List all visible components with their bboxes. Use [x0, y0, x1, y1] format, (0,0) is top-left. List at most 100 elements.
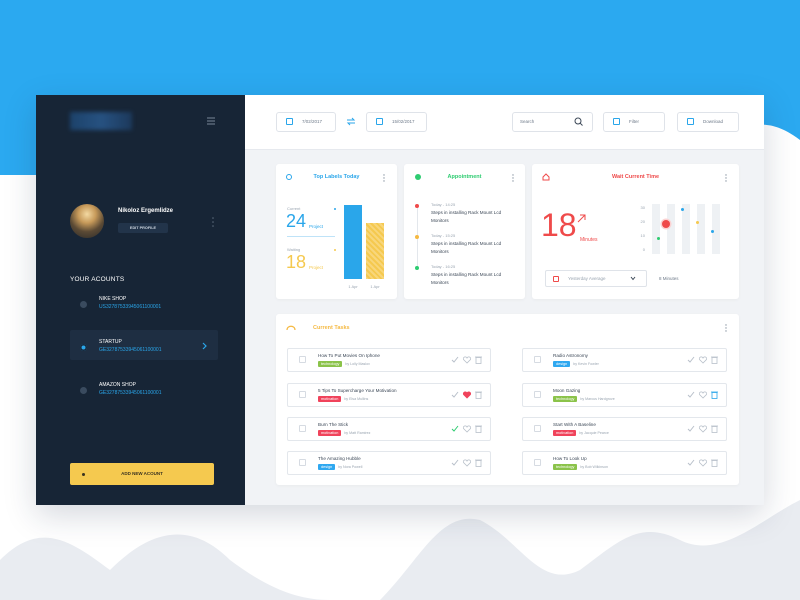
average-dropdown[interactable] — [545, 270, 647, 287]
task-row — [522, 451, 727, 475]
bar-label: 1 Apr — [348, 284, 358, 289]
more-icon — [383, 174, 385, 182]
chart-dot — [656, 236, 660, 240]
task-title: How To Look Up — [553, 456, 587, 461]
account-row[interactable] — [70, 374, 218, 404]
task-row — [522, 348, 727, 372]
account-number: GE32787533945061100001 — [99, 390, 162, 396]
task-actions — [687, 391, 718, 399]
bar-label: 1 Apr — [370, 284, 380, 289]
field-icon — [376, 118, 383, 125]
filter-button[interactable] — [603, 112, 665, 132]
chart-column — [652, 204, 660, 254]
field-icon — [286, 118, 293, 125]
task-title: Moon Gazing — [553, 388, 581, 393]
chart-column — [667, 204, 675, 254]
task-checkbox[interactable] — [534, 356, 541, 363]
task-row — [522, 417, 727, 441]
task-checkbox[interactable] — [534, 425, 541, 432]
chart-dot — [695, 220, 699, 224]
task-tag: technology — [553, 464, 578, 470]
task-checkbox[interactable] — [534, 459, 541, 466]
add-dot — [82, 473, 85, 476]
waiting-dot — [334, 249, 336, 251]
task-tag: motivation — [318, 396, 342, 402]
account-row[interactable] — [70, 331, 218, 361]
search-input[interactable] — [512, 112, 593, 132]
card-title: Current Tasks — [313, 325, 350, 331]
more-icon — [725, 174, 727, 182]
current-label: Current — [287, 206, 301, 211]
account-dot — [80, 301, 87, 308]
axis-label: 10 — [640, 233, 645, 238]
current-value: 24 — [286, 211, 307, 231]
date-to[interactable] — [366, 112, 427, 132]
task-row — [287, 417, 491, 441]
axis-label: 30 — [640, 205, 645, 210]
task-author: by Elsa Mullins — [344, 397, 369, 401]
current-dot — [334, 208, 336, 210]
task-checkbox[interactable] — [534, 391, 541, 398]
date-from[interactable] — [276, 112, 336, 132]
appointment-time: Today - 16:25 — [431, 264, 456, 269]
chevron-right — [202, 342, 207, 350]
task-actions — [687, 459, 718, 467]
account-row[interactable] — [70, 288, 218, 318]
dropdown-icon — [553, 276, 559, 282]
average-value: 8 Minutes — [659, 276, 679, 281]
chart-column — [697, 204, 705, 254]
chart-dot — [662, 220, 670, 228]
home-icon — [542, 173, 550, 181]
download-button[interactable] — [677, 112, 739, 132]
date-from-text: 7/02/2017 — [302, 119, 323, 124]
card-icon — [286, 174, 292, 180]
bg-hill — [380, 500, 800, 600]
date-to-text: 15/02/2017 — [392, 119, 415, 124]
card-title: Appointment — [447, 174, 482, 180]
task-title: How To Put Movies On Iphone — [318, 353, 380, 358]
task-checkbox[interactable] — [299, 459, 306, 466]
task-title: Start With A Baseline — [553, 422, 596, 427]
task-actions — [451, 356, 482, 364]
account-name: AMAZON SHOP — [99, 382, 136, 388]
tasks-icon — [286, 325, 296, 331]
task-author: by Nora Powell — [338, 465, 363, 469]
task-tag: technology — [318, 361, 343, 367]
dropdown-caret — [630, 276, 636, 281]
account-dot — [80, 344, 87, 351]
task-title: The Amazing Hubble — [318, 456, 361, 461]
task-tag: motivation — [318, 430, 342, 436]
arrow-up — [577, 214, 586, 223]
card-title: Wait Current Time — [611, 174, 660, 180]
more-icon — [212, 217, 214, 227]
appointment-time: Today - 15:25 — [431, 233, 456, 238]
add-account-button[interactable]: ADD NEW ACOUNT — [70, 463, 214, 485]
dropdown-text: Yesterday Average — [568, 276, 606, 281]
accounts-title: YOUR ACOUNTS — [70, 276, 125, 283]
search-icon — [574, 117, 583, 126]
bg-hill — [0, 534, 330, 600]
waiting-value: 18 — [286, 252, 307, 272]
waiting-unit: Project — [309, 265, 324, 270]
account-number: US32787533945061100001 — [99, 304, 162, 310]
task-checkbox[interactable] — [299, 391, 306, 398]
task-title: 5 Tips To Supercharge Your Motivation — [318, 388, 397, 393]
wait-unit: Minutes — [580, 237, 598, 243]
task-checkbox[interactable] — [299, 425, 306, 432]
appointment-text: Steps in installing Rack Mount Lcd Monit… — [431, 272, 502, 285]
edit-profile-button[interactable]: EDIT PROFILE — [118, 223, 168, 233]
task-checkbox[interactable] — [299, 356, 306, 363]
bg-cloud — [0, 180, 40, 520]
task-actions — [687, 356, 718, 364]
task-tag: design — [553, 361, 571, 367]
task-actions — [451, 425, 482, 433]
axis-label: 20 — [640, 219, 645, 224]
task-tag: motivation — [553, 430, 577, 436]
card-icon — [415, 174, 421, 180]
bar — [344, 204, 362, 279]
timeline-dot — [415, 235, 419, 239]
task-author: by Kevin Fowler — [573, 362, 599, 366]
current-unit: Project — [309, 224, 324, 229]
